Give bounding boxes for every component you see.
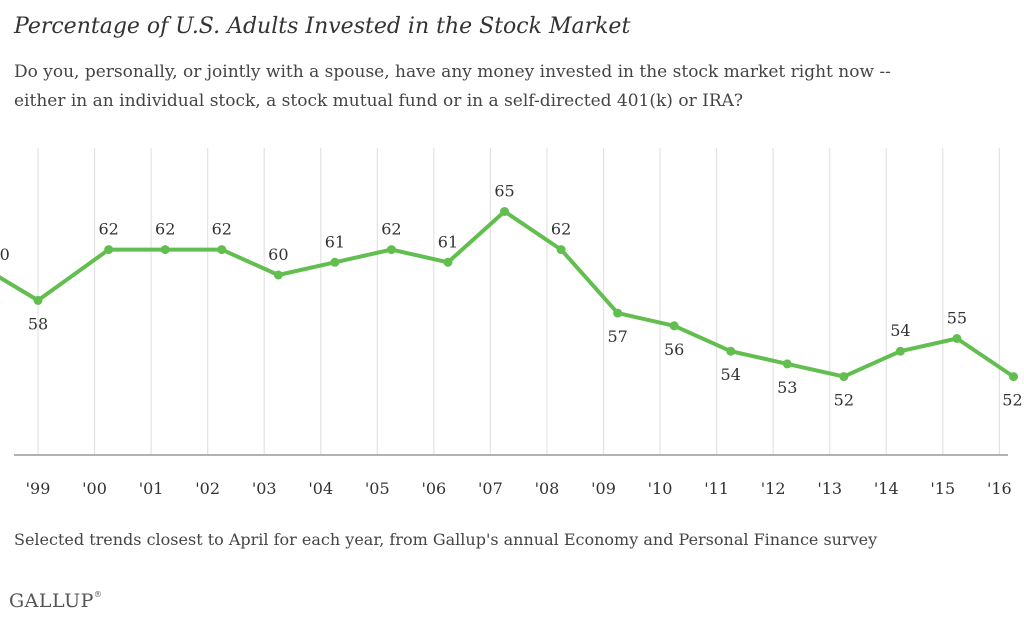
x-tick-label: '01 <box>139 479 164 498</box>
x-tick-label: '06 <box>421 479 446 498</box>
data-point <box>613 308 623 318</box>
x-tick-label: '13 <box>817 479 842 498</box>
x-tick-label: '08 <box>535 479 560 498</box>
data-point <box>443 257 453 267</box>
data-point <box>500 207 510 216</box>
data-point <box>895 346 905 356</box>
data-point <box>217 245 227 255</box>
data-point <box>160 245 170 255</box>
data-label: 54 <box>890 321 910 340</box>
data-point <box>556 245 566 255</box>
data-label: 54 <box>721 365 741 384</box>
data-point <box>330 257 340 267</box>
x-tick-label: '00 <box>82 479 107 498</box>
data-point <box>273 270 283 280</box>
data-label: 65 <box>494 182 514 201</box>
x-tick-label: '03 <box>252 479 277 498</box>
x-tick-label: '11 <box>704 479 729 498</box>
data-label: 56 <box>664 340 684 359</box>
data-label: 62 <box>212 220 232 239</box>
x-tick-label: '12 <box>761 479 786 498</box>
chart-subtitle: Do you, personally, or jointly with a sp… <box>14 58 1004 116</box>
data-label: 61 <box>325 232 345 251</box>
data-point <box>104 245 114 255</box>
subtitle-line-2: either in an individual stock, a stock m… <box>14 91 744 111</box>
data-label: 62 <box>155 220 175 239</box>
data-points <box>0 207 1018 382</box>
data-label: 52 <box>834 391 854 410</box>
data-labels: 60 58 62 62 62 60 61 62 61 65 62 57 56 54 53 52 54 55 52 <box>0 182 1023 410</box>
data-point <box>386 245 396 255</box>
data-label: 62 <box>381 220 401 239</box>
x-tick-label: '15 <box>930 479 955 498</box>
data-label: 58 <box>28 314 48 333</box>
line-chart: '99 '00 '01 '02 '03 '04 '05 '06 '07 '08 '09 '10 '11 '… <box>0 148 1023 498</box>
gallup-logo: GALLUP® <box>9 590 102 612</box>
data-label: 57 <box>607 327 627 346</box>
data-point <box>726 346 736 356</box>
data-point <box>952 334 962 343</box>
series-line <box>0 209 1016 379</box>
x-axis-ticks: '99 '00 '01 '02 '03 '04 '05 '06 '07 '08 '09 '10 '11 '… <box>26 479 1012 498</box>
data-label: 62 <box>551 220 571 239</box>
x-tick-label: '07 <box>478 479 503 498</box>
data-point <box>1008 372 1018 382</box>
data-label: 52 <box>1002 391 1022 410</box>
x-tick-label: '02 <box>195 479 220 498</box>
data-point <box>33 295 43 305</box>
x-tick-label: '04 <box>308 479 333 498</box>
x-tick-label: '99 <box>26 479 51 498</box>
x-tick-label: '14 <box>874 479 899 498</box>
footnote: Selected trends closest to April for eac… <box>14 530 878 549</box>
x-tick-label: '16 <box>987 479 1012 498</box>
data-point <box>839 372 849 382</box>
data-label: 62 <box>99 220 119 239</box>
data-label: 60 <box>268 245 288 264</box>
data-label: 55 <box>947 309 967 328</box>
chart-title: Percentage of U.S. Adults Invested in th… <box>14 14 631 39</box>
subtitle-line-1: Do you, personally, or jointly with a sp… <box>14 62 891 82</box>
registered-mark: ® <box>93 590 103 599</box>
x-tick-label: '05 <box>365 479 390 498</box>
data-label: 61 <box>438 232 458 251</box>
data-label: 53 <box>777 378 797 397</box>
gallup-wordmark: GALLUP <box>9 590 94 612</box>
gridlines <box>37 148 1000 455</box>
data-point <box>782 359 792 369</box>
data-point <box>669 321 679 331</box>
x-tick-label: '10 <box>648 479 673 498</box>
x-tick-label: '09 <box>591 479 616 498</box>
data-label: 60 <box>0 245 10 264</box>
